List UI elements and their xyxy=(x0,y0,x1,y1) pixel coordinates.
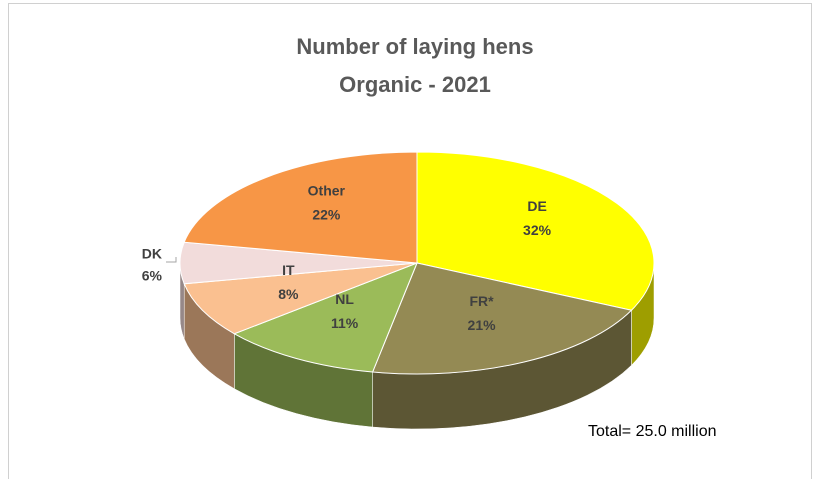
slice-label: FR* xyxy=(469,293,494,309)
slice-label: IT xyxy=(282,262,295,278)
slice-label: DK xyxy=(142,246,162,262)
slice xyxy=(183,151,418,264)
slice xyxy=(416,151,655,311)
slice-value: 21% xyxy=(468,317,497,333)
pie: DE 32% FR* 21% NL 11% IT 8% DK 6% Other 22% xyxy=(142,151,655,430)
slice xyxy=(371,262,633,375)
slice-value: 11% xyxy=(331,315,359,331)
slice-label: DE xyxy=(527,198,546,214)
slice-label: Other xyxy=(308,182,346,198)
slice-value: 22% xyxy=(312,206,341,222)
slice-label: NL xyxy=(335,291,354,307)
slice-value: 32% xyxy=(523,222,552,238)
chart-title: Number of laying hens xyxy=(296,34,533,59)
slice-value: 6% xyxy=(142,268,163,284)
slice xyxy=(183,262,418,335)
chart-title: Organic - 2021 xyxy=(339,72,491,97)
slice xyxy=(233,262,418,373)
slice-value: 8% xyxy=(278,286,299,302)
leader-line xyxy=(166,257,177,263)
annotation: Total= 25.0 million xyxy=(588,423,717,440)
